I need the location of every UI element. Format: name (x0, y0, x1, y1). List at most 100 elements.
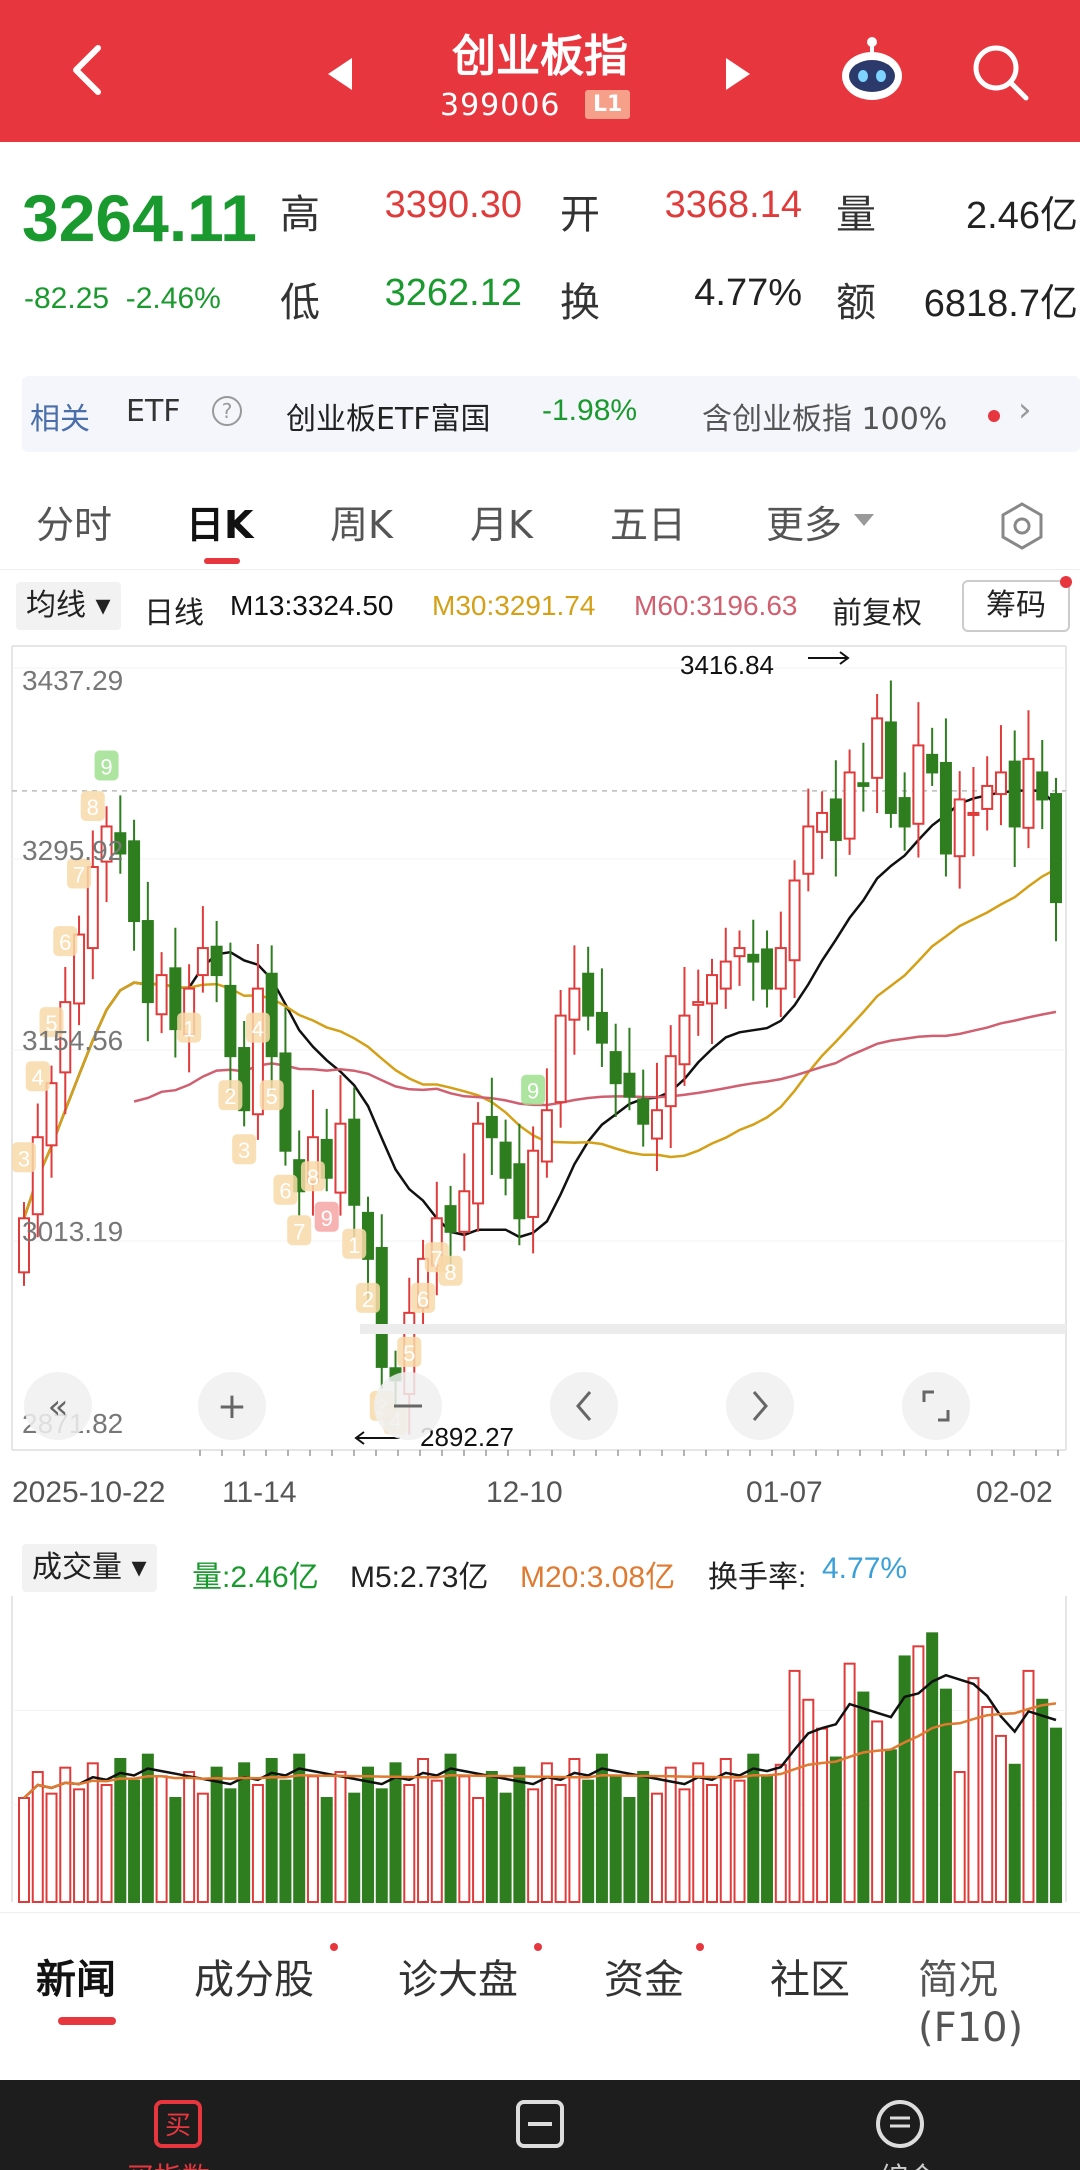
composite-label[interactable]: 综合 (880, 2156, 936, 2170)
candle-body (18, 1217, 30, 1274)
volume-bar (238, 1762, 251, 1903)
tab-constituents[interactable]: 成分股 (194, 1957, 314, 2003)
buy-icon[interactable]: 买 (150, 2096, 206, 2152)
chevron-right-icon[interactable]: › (1018, 390, 1032, 430)
buy-index-label[interactable]: 买指数 (126, 2156, 210, 2170)
candle-body (251, 987, 264, 1116)
diagnosis-dot-icon (534, 1943, 542, 1951)
last-price: 3264.11 (22, 181, 257, 255)
td-sequence-marker: 3 (232, 1134, 257, 1165)
tab-weekly-k[interactable]: 周K (330, 503, 393, 547)
candle-body (444, 1205, 457, 1233)
settings-hexagon-icon[interactable] (996, 500, 1048, 552)
scroll-left-button[interactable] (550, 1372, 618, 1440)
etf-change: -1.98% (542, 394, 638, 427)
zoom-in-button[interactable] (198, 1372, 266, 1440)
svg-text:9: 9 (100, 754, 112, 779)
svg-text:4: 4 (252, 1017, 264, 1042)
svg-text:3: 3 (18, 1146, 30, 1171)
scroll-right-button[interactable] (726, 1372, 794, 1440)
candle-body (59, 1001, 72, 1074)
volume-bar (224, 1788, 237, 1903)
related-etf-bar[interactable]: 相关 ETF ? 创业板ETF富国 -1.98% 含创业板指 100% › (22, 376, 1080, 452)
td-sequence-marker: 8 (80, 791, 105, 822)
change-percent: -2.46% (125, 282, 221, 315)
scroll-start-button[interactable] (24, 1372, 92, 1440)
x-tick-1: 2025-10-22 (12, 1476, 165, 1509)
candle-body (816, 811, 829, 833)
candle-body (692, 1001, 705, 1006)
tab-diagnosis[interactable]: 诊大盘 (398, 1957, 518, 2003)
menu-circle-icon[interactable] (872, 2096, 928, 2152)
volume-chart[interactable] (0, 1596, 1080, 1908)
amount-label: 额 (836, 280, 876, 326)
volume-bar (953, 1771, 966, 1903)
help-icon[interactable]: ? (212, 396, 242, 426)
search-icon[interactable] (968, 40, 1032, 104)
candle-body (582, 972, 595, 1017)
volume-bar (981, 1706, 994, 1903)
tab-monthly-k[interactable]: 月K (470, 503, 533, 547)
back-arrow-icon[interactable] (60, 40, 120, 100)
change-value: -82.25 (24, 282, 110, 315)
price-change: -82.25 -2.46% (24, 282, 221, 316)
active-tab-indicator (204, 558, 240, 564)
adjust-label[interactable]: 前复权 (832, 597, 922, 630)
candle-body (73, 933, 86, 1005)
kline-chart[interactable]: 3456789123456789123456789 3437.29 3295.9… (0, 640, 1080, 1520)
td-sequence-marker: 8 (300, 1161, 325, 1192)
svg-text:9: 9 (321, 1206, 333, 1231)
tab-community[interactable]: 社区 (770, 1957, 850, 2003)
volume-bar (843, 1662, 856, 1903)
ma-selector[interactable]: 均线 ▾ (16, 582, 121, 630)
volume-bar (362, 1766, 374, 1903)
robot-assistant-icon[interactable] (836, 34, 908, 106)
volume-bar (664, 1766, 677, 1903)
etf-name[interactable]: 创业板ETF富国 (286, 402, 491, 437)
next-index-arrow-icon[interactable] (726, 58, 750, 90)
minus-box-icon[interactable] (512, 2096, 568, 2152)
tab-news[interactable]: 新闻 (36, 1957, 116, 2003)
indicator-row: 均线 ▾ 日线 M13:3324.50 M30:3291.74 M60:3196… (0, 576, 1080, 636)
candle-body (540, 1109, 553, 1163)
chip-distribution-button[interactable]: 筹码 (962, 580, 1070, 632)
tab-more[interactable]: 更多 (766, 503, 843, 547)
volume-bar (967, 1677, 980, 1903)
etf-holding: 含创业板指 100% (702, 402, 948, 437)
svg-text:7: 7 (73, 863, 85, 888)
td-sequence-marker: 7 (287, 1215, 312, 1246)
prev-index-arrow-icon[interactable] (328, 58, 352, 90)
m13-value: M13:3324.50 (230, 590, 394, 621)
candle-body (802, 825, 815, 875)
tab-profile[interactable]: 简况(F10) (918, 1957, 1024, 2051)
candle-body (857, 782, 870, 787)
tab-funds[interactable]: 资金 (604, 1957, 684, 2003)
fullscreen-icon (922, 1390, 950, 1422)
tab-daily-k[interactable]: 日K (186, 503, 254, 547)
volume-bar (898, 1655, 911, 1903)
td-sequence-marker: 4 (25, 1061, 50, 1092)
level-badge: L1 (585, 90, 631, 119)
volume-bar (210, 1766, 223, 1903)
volume-bar (939, 1688, 952, 1903)
candle-body (114, 832, 127, 855)
svg-text:7: 7 (293, 1219, 305, 1244)
fullscreen-button[interactable] (902, 1372, 970, 1440)
etf-label: ETF (126, 394, 181, 429)
candle-body (843, 771, 856, 840)
volume-bar (141, 1753, 154, 1903)
volume-bar (18, 1797, 30, 1903)
volume-selector[interactable]: 成交量 ▾ (22, 1544, 157, 1592)
td-sequence-marker: 7 (67, 858, 92, 889)
tab-intraday[interactable]: 分时 (36, 503, 113, 547)
tab-five-day[interactable]: 五日 (610, 503, 687, 547)
volume-bar (678, 1788, 691, 1903)
volume-bar (609, 1775, 622, 1903)
volume-value: 2.46亿 (966, 195, 1078, 237)
chart-scrollbar[interactable] (360, 1324, 1066, 1334)
candle-body (141, 920, 154, 1004)
constituents-dot-icon (330, 1943, 338, 1951)
y-tick-2: 3295.92 (22, 835, 123, 866)
quote-panel: 3264.11 -82.25 -2.46% 高 3390.30 开 3368.1… (0, 142, 1080, 370)
m30-value: M30:3291.74 (432, 590, 596, 621)
